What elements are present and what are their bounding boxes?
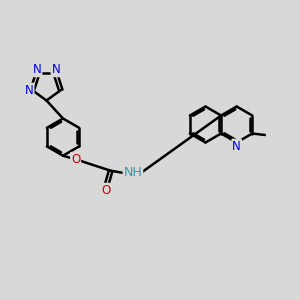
Text: N: N [33,63,41,76]
Text: N: N [52,63,60,76]
Text: O: O [71,153,80,166]
Text: N: N [25,84,34,97]
Text: N: N [232,140,241,153]
Text: O: O [102,184,111,197]
Text: NH: NH [124,166,142,179]
